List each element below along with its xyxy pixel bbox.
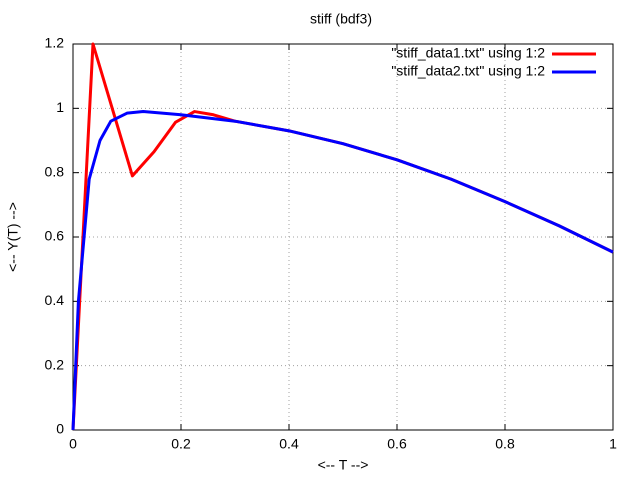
y-tick-label: 0 [56, 421, 64, 437]
y-tick-label: 1.2 [45, 35, 65, 51]
x-axis-label: <-- T --> [318, 457, 369, 473]
legend-label: "stiff_data2.txt" using 1:2 [391, 63, 545, 79]
y-tick-label: 1 [56, 99, 64, 115]
x-tick-label: 0 [69, 436, 77, 452]
y-tick-label: 0.6 [45, 228, 65, 244]
y-tick-label: 0.8 [45, 163, 65, 179]
legend-label: "stiff_data1.txt" using 1:2 [391, 45, 545, 61]
y-tick-label: 0.2 [45, 356, 65, 372]
data-line [71, 110, 614, 431]
plot-frame [72, 43, 614, 431]
x-tick-label: 0.4 [279, 436, 299, 452]
x-tick-label: 0.6 [387, 436, 407, 452]
y-tick-label: 0.4 [45, 292, 65, 308]
y-axis-label: <-- Y(T) --> [5, 202, 21, 272]
x-tick-label: 0.2 [171, 436, 191, 452]
x-tick-label: 0.8 [495, 436, 515, 452]
x-tick-label: 1 [609, 436, 617, 452]
chart-title: stiff (bdf3) [310, 11, 372, 27]
